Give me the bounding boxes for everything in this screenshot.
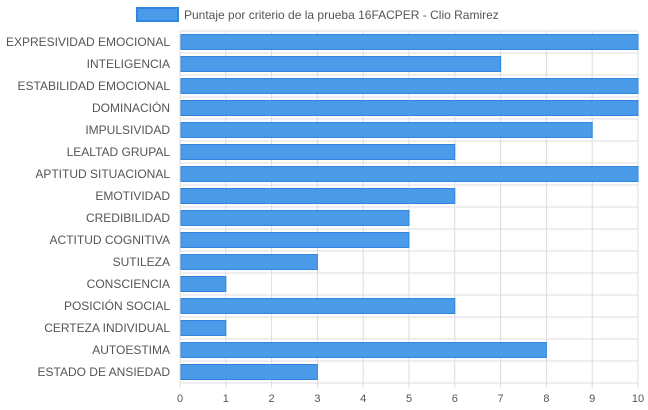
category-label: EXPRESIVIDAD EMOCIONAL [6,35,170,49]
category-label: ACTITUD COGNITIVA [50,233,170,247]
bar[interactable] [180,232,410,248]
category-label: POSICIÓN SOCIAL [64,298,170,313]
category-label: APTITUD SITUACIONAL [35,167,170,181]
bar[interactable] [180,254,318,270]
legend-swatch [136,7,179,22]
x-tick-label: 5 [406,393,412,405]
grid [179,30,639,388]
bar[interactable] [180,34,639,50]
bar[interactable] [180,364,318,380]
bar[interactable] [180,210,410,226]
bar[interactable] [180,144,456,160]
bar[interactable] [180,78,639,94]
bar[interactable] [180,298,456,314]
bars [180,34,639,380]
category-label: IMPULSIVIDAD [85,123,170,137]
bar[interactable] [180,320,227,336]
x-tick-label: 1 [223,393,229,405]
bar[interactable] [180,122,593,138]
category-label: CONSCIENCIA [87,277,170,291]
legend[interactable]: Puntaje por criterio de la prueba 16FACP… [136,7,499,22]
legend-label: Puntaje por criterio de la prueba 16FACP… [184,8,499,22]
x-axis-tick-labels: 0 1 2 3 4 5 6 7 8 9 10 [177,393,644,405]
x-tick-label: 8 [543,393,549,405]
category-label: ESTADO DE ANSIEDAD [38,365,171,379]
x-tick-label: 6 [452,393,458,405]
x-tick-label: 10 [632,393,644,405]
x-tick-label: 7 [498,393,504,405]
category-label: SUTILEZA [113,255,170,269]
bar[interactable] [180,100,639,116]
category-label: AUTOESTIMA [92,343,170,357]
category-label: CERTEZA INDIVIDUAL [44,321,170,335]
bar[interactable] [180,276,227,292]
x-tick-label: 9 [589,393,595,405]
bar[interactable] [180,188,456,204]
category-label: EMOTIVIDAD [95,189,170,203]
bar[interactable] [180,56,502,72]
x-tick-label: 2 [269,393,275,405]
category-label: INTELIGENCIA [87,57,170,71]
x-tick-label: 4 [360,393,366,405]
x-tick-label: 3 [314,393,320,405]
category-labels: EXPRESIVIDAD EMOCIONAL INTELIGENCIA ESTABI… [6,35,170,379]
category-label: ESTABILIDAD EMOCIONAL [18,79,171,93]
category-label: CREDIBILIDAD [86,211,170,225]
category-label: LEALTAD GRUPAL [67,145,171,159]
bar[interactable] [180,166,639,182]
x-tick-label: 0 [177,393,183,405]
bar[interactable] [180,342,547,358]
category-label: DOMINACIÓN [92,100,170,115]
